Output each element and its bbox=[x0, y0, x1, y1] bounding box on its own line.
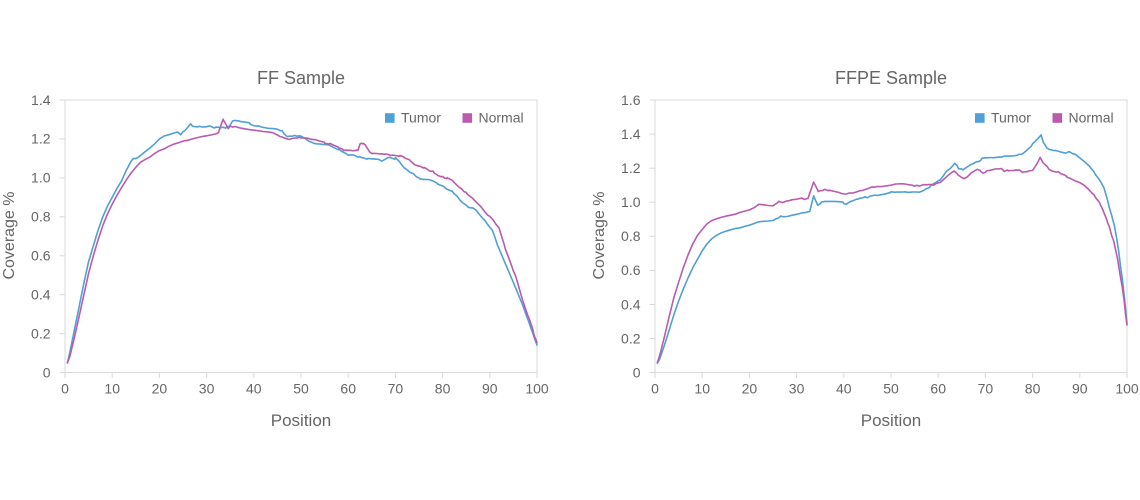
svg-text:1.2: 1.2 bbox=[31, 131, 51, 147]
svg-text:20: 20 bbox=[152, 381, 168, 397]
svg-text:1.2: 1.2 bbox=[621, 160, 641, 176]
svg-text:0.6: 0.6 bbox=[621, 262, 641, 278]
svg-text:10: 10 bbox=[694, 381, 710, 397]
svg-text:Tumor: Tumor bbox=[991, 110, 1031, 126]
svg-text:0: 0 bbox=[61, 381, 69, 397]
svg-text:0.2: 0.2 bbox=[31, 326, 51, 342]
svg-text:30: 30 bbox=[789, 381, 805, 397]
svg-text:0.4: 0.4 bbox=[31, 287, 51, 303]
svg-text:50: 50 bbox=[293, 381, 309, 397]
svg-text:50: 50 bbox=[883, 381, 899, 397]
svg-text:Normal: Normal bbox=[479, 110, 524, 126]
svg-text:Tumor: Tumor bbox=[401, 110, 441, 126]
svg-text:0: 0 bbox=[43, 364, 51, 380]
svg-text:Position: Position bbox=[271, 411, 331, 430]
svg-text:0.8: 0.8 bbox=[31, 209, 51, 225]
svg-text:Normal: Normal bbox=[1069, 110, 1114, 126]
svg-text:100: 100 bbox=[1115, 381, 1139, 397]
svg-text:90: 90 bbox=[482, 381, 498, 397]
svg-text:80: 80 bbox=[1025, 381, 1041, 397]
svg-text:0.6: 0.6 bbox=[31, 248, 51, 264]
svg-text:40: 40 bbox=[836, 381, 852, 397]
svg-text:100: 100 bbox=[525, 381, 549, 397]
svg-text:20: 20 bbox=[742, 381, 758, 397]
svg-text:FF Sample: FF Sample bbox=[257, 68, 345, 88]
svg-text:30: 30 bbox=[199, 381, 215, 397]
svg-text:70: 70 bbox=[388, 381, 404, 397]
svg-text:1.4: 1.4 bbox=[621, 126, 641, 142]
svg-text:70: 70 bbox=[978, 381, 994, 397]
svg-text:0.2: 0.2 bbox=[621, 330, 641, 346]
svg-text:40: 40 bbox=[246, 381, 262, 397]
svg-text:90: 90 bbox=[1072, 381, 1088, 397]
svg-text:Coverage %: Coverage % bbox=[1, 191, 18, 279]
svg-text:Coverage %: Coverage % bbox=[591, 191, 608, 279]
svg-text:60: 60 bbox=[930, 381, 946, 397]
svg-text:80: 80 bbox=[435, 381, 451, 397]
svg-text:0.8: 0.8 bbox=[621, 228, 641, 244]
svg-text:FFPE Sample: FFPE Sample bbox=[835, 68, 947, 88]
svg-text:1.6: 1.6 bbox=[621, 92, 641, 108]
svg-text:1.4: 1.4 bbox=[31, 92, 51, 108]
svg-text:0.4: 0.4 bbox=[621, 296, 641, 312]
svg-text:0: 0 bbox=[633, 364, 641, 380]
svg-text:0: 0 bbox=[651, 381, 659, 397]
svg-text:1.0: 1.0 bbox=[31, 170, 51, 186]
svg-text:Position: Position bbox=[861, 411, 921, 430]
svg-text:60: 60 bbox=[340, 381, 356, 397]
svg-text:10: 10 bbox=[104, 381, 120, 397]
svg-text:1.0: 1.0 bbox=[621, 194, 641, 210]
